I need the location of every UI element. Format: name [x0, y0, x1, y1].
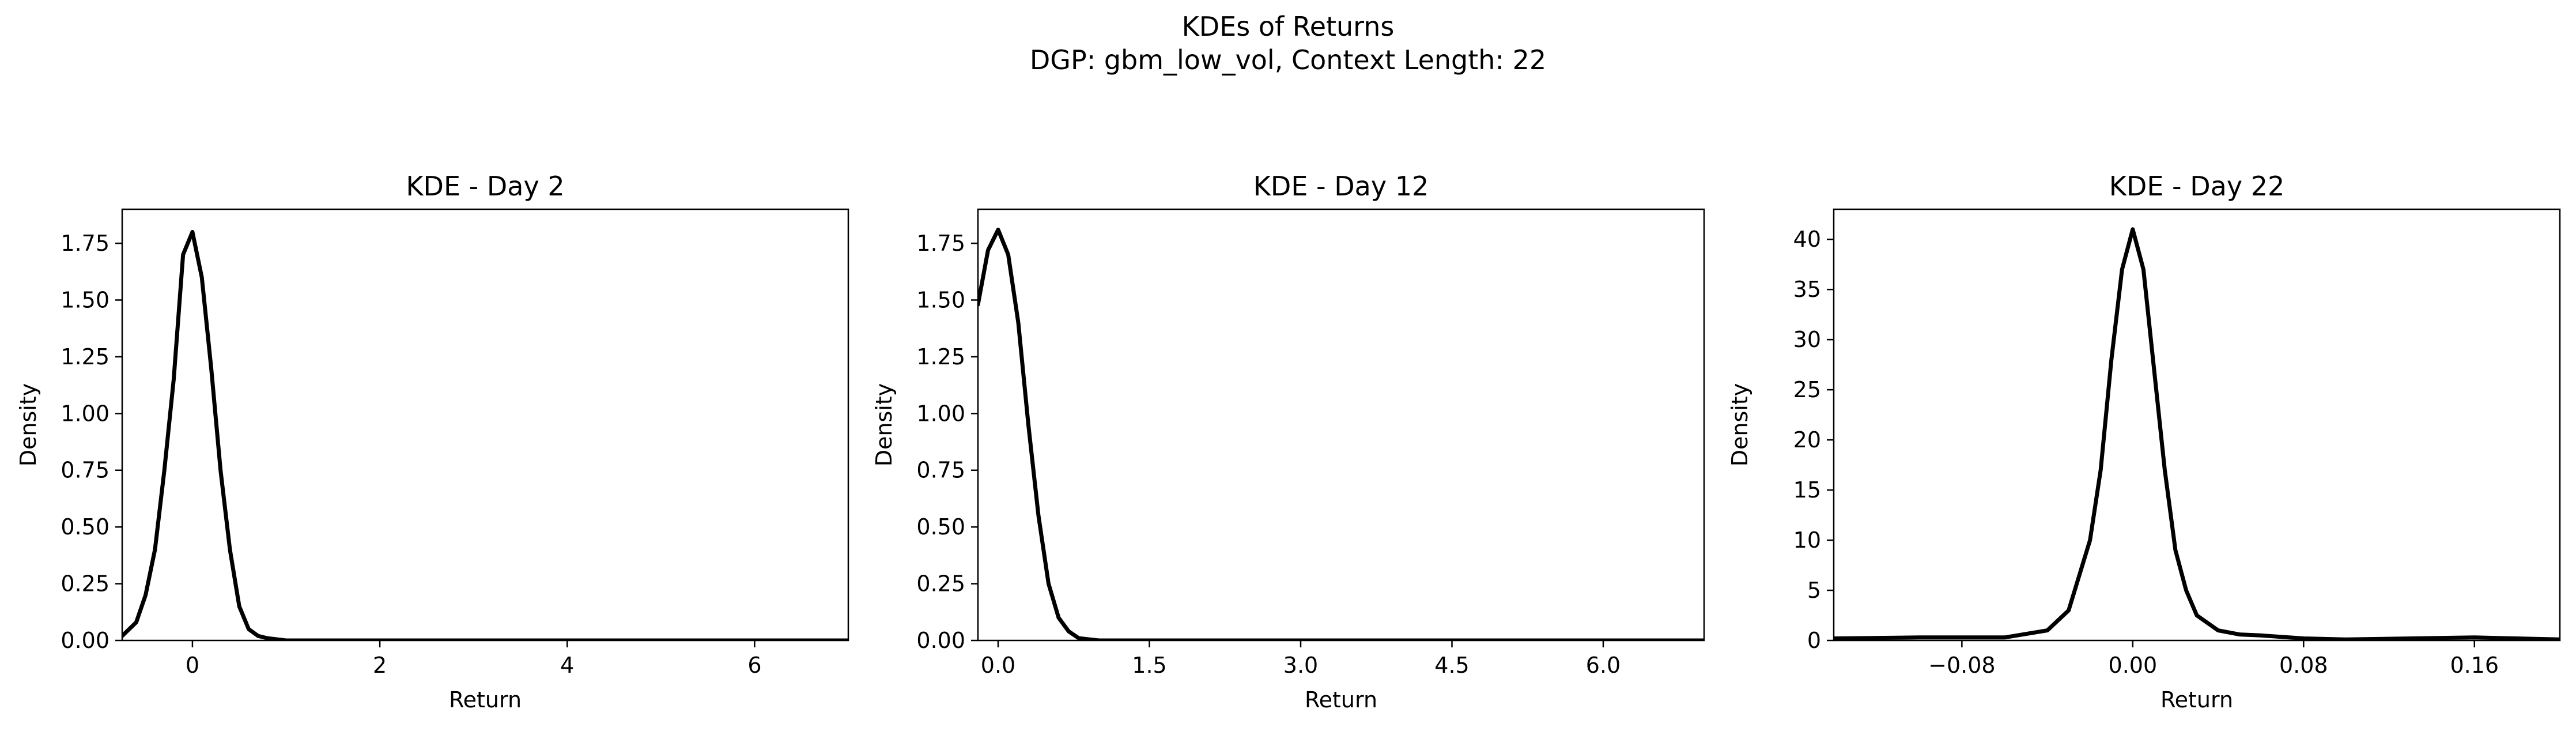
y-tick-label: 0.00: [61, 628, 109, 653]
figure-title: KDEs of Returns: [1182, 11, 1395, 42]
x-tick-label: 4.5: [1434, 653, 1469, 678]
y-tick-label: 1.25: [916, 344, 965, 370]
y-tick-label: 0: [1807, 628, 1821, 653]
y-tick-label: 1.00: [61, 401, 109, 426]
x-tick-label: 0.0: [981, 653, 1015, 678]
y-tick-label: 10: [1793, 527, 1821, 553]
y-tick-label: 0.50: [916, 514, 965, 540]
y-tick-label: 35: [1793, 277, 1821, 302]
kde-line: [122, 229, 848, 640]
x-tick-label: 0: [186, 653, 199, 678]
y-tick-label: 20: [1793, 427, 1821, 453]
y-tick-label: 0.50: [61, 514, 109, 540]
x-tick-label: −0.08: [1928, 653, 1995, 678]
y-tick-label: 15: [1793, 477, 1821, 503]
y-tick-label: 1.50: [61, 287, 109, 312]
x-tick-label: 0.00: [2109, 653, 2158, 678]
x-tick-label: 0.08: [2279, 653, 2328, 678]
subplot-panels: 0 2 4 60.000.250.500.751.001.251.501.75KDE …: [16, 171, 2561, 713]
kde-line: [1834, 227, 2560, 640]
x-tick-label: 1.5: [1132, 653, 1166, 678]
subplot-title: KDE - Day 2: [406, 171, 564, 202]
y-tick-label: 1.50: [916, 287, 965, 312]
x-tick-label: 2: [373, 653, 387, 678]
axes-frame: [121, 208, 849, 642]
y-tick-label: 5: [1807, 578, 1821, 603]
subplot-2: 0.0 1.5 3.0 4.5 6.0 0.00 0.25 0.50 0.75 1.00 1.25 1…: [871, 171, 1705, 713]
figure-subtitle: DGP: gbm_low_vol, Context Length: 22: [1030, 44, 1546, 76]
y-tick-label: 1.00: [916, 401, 965, 426]
x-axis-label: Return: [1305, 687, 1377, 713]
subplot-1: 0 2 4 6 0.00 0.25 0.50 0.75 1.00 1.25 1.50 1.75 KDE …: [16, 171, 849, 713]
x-axis-label: Return: [2160, 687, 2233, 713]
subplot-title: KDE - Day 12: [1253, 171, 1429, 202]
y-tick-label: 0.75: [916, 458, 965, 483]
y-tick-label: 25: [1793, 377, 1821, 402]
x-tick-label: 4: [560, 653, 574, 678]
y-axis-label: Density: [871, 383, 897, 466]
y-axis-label: Density: [16, 383, 41, 466]
y-tick-label: 40: [1793, 227, 1821, 252]
y-tick-label: 1.25: [61, 344, 109, 370]
y-axis-label: Density: [1727, 383, 1752, 466]
y-tick-label: 1.75: [61, 231, 109, 256]
x-tick-label: 6: [747, 653, 761, 678]
y-tick-label: 0.00: [916, 628, 965, 653]
x-axis-label: Return: [449, 687, 522, 713]
axes-frame: [977, 208, 1705, 642]
x-tick-label: 3.0: [1283, 653, 1318, 678]
subplot-title: KDE - Day 22: [2109, 171, 2284, 202]
y-tick-label: 1.75: [916, 231, 965, 256]
y-tick-label: 0.25: [61, 571, 109, 597]
axes-frame: [1833, 208, 2561, 642]
subplot-3: −0.08 0.00 0.08 0.16 0 5 10 15 20 25 30 35 40 KDE - D…: [1727, 171, 2561, 713]
y-tick-label: 0.75: [61, 458, 109, 483]
y-tick-label: 30: [1793, 327, 1821, 352]
kde-line: [978, 227, 1704, 640]
y-tick-label: 0.25: [916, 571, 965, 597]
x-tick-label: 0.16: [2450, 653, 2499, 678]
x-tick-label: 6.0: [1586, 653, 1621, 678]
